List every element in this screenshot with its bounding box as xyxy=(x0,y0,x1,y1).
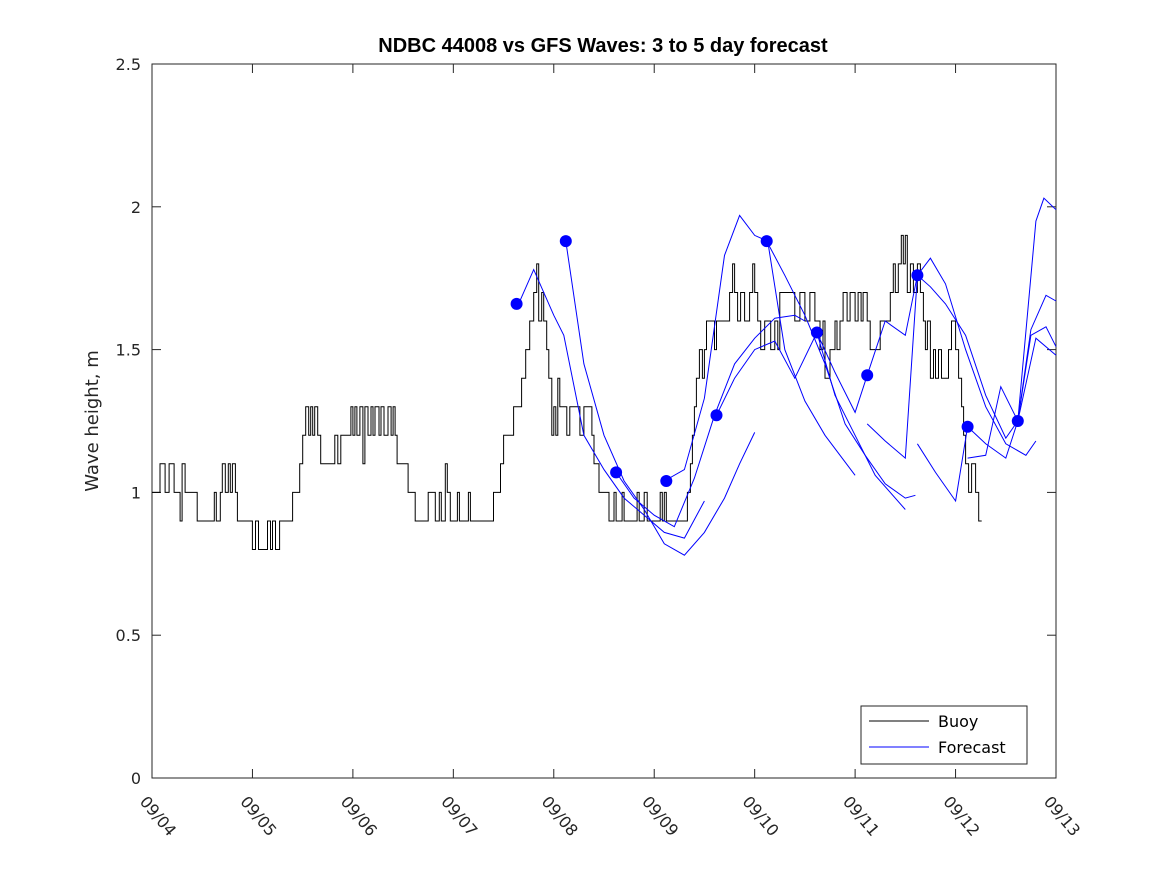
y-axis: 0 0.5 1 1.5 2 2.5 xyxy=(116,55,1056,788)
legend: Buoy Forecast xyxy=(860,705,1028,765)
buoy-line xyxy=(152,234,982,550)
y-tick-label: 2 xyxy=(131,198,141,217)
forecast-line xyxy=(664,214,856,482)
y-tick-label: 2.5 xyxy=(116,55,141,74)
chart-title: NDBC 44008 vs GFS Waves: 3 to 5 day fore… xyxy=(378,35,828,57)
forecast-line xyxy=(866,274,1057,460)
forecast-start-markers xyxy=(510,235,1024,487)
axes-box xyxy=(151,63,1057,779)
forecast-start-marker xyxy=(1011,415,1024,427)
forecast-line xyxy=(766,240,916,499)
forecast-start-marker xyxy=(961,420,974,433)
forecast-start-marker xyxy=(911,269,924,282)
forecast-start-marker xyxy=(510,297,523,310)
forecast-series-group xyxy=(518,197,1057,556)
y-tick-label: 1 xyxy=(131,483,141,502)
forecast-start-marker xyxy=(760,235,773,248)
forecast-line xyxy=(565,241,756,556)
buoy-series xyxy=(152,234,982,550)
legend-forecast-label: Forecast xyxy=(938,738,1006,757)
forecast-start-marker xyxy=(710,409,723,422)
forecast-line xyxy=(816,257,1037,456)
forecast-start-marker xyxy=(610,466,623,479)
y-tick-label: 0 xyxy=(131,769,141,788)
forecast-start-marker xyxy=(559,235,572,248)
forecast-start-marker xyxy=(660,475,673,487)
y-axis-label: Wave height, m xyxy=(82,350,103,491)
plot-area: 00.511.522.5 09/04 09/05 09/06 09/07 09/08 09… xyxy=(116,55,1085,840)
forecast-start-marker xyxy=(810,326,823,339)
legend-box xyxy=(860,705,1028,765)
y-tick-label: 1.5 xyxy=(116,341,141,360)
forecast-line xyxy=(518,268,705,539)
forecast-line xyxy=(1017,197,1057,422)
legend-buoy-label: Buoy xyxy=(938,712,978,731)
forecast-start-marker xyxy=(861,369,874,382)
forecast-line xyxy=(916,294,1057,503)
y-tick-label: 0.5 xyxy=(116,626,141,645)
